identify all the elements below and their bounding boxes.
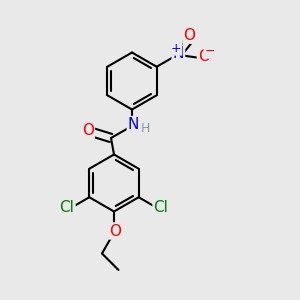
- Text: O: O: [110, 224, 122, 238]
- Text: Cl: Cl: [154, 200, 168, 214]
- Text: +: +: [171, 42, 181, 55]
- Text: −: −: [205, 45, 215, 58]
- Text: O: O: [82, 123, 94, 138]
- Text: Cl: Cl: [60, 200, 74, 214]
- Text: N: N: [128, 117, 139, 132]
- Text: H: H: [141, 122, 150, 136]
- Text: O: O: [198, 49, 210, 64]
- Text: N: N: [173, 46, 184, 61]
- Text: O: O: [184, 28, 196, 43]
